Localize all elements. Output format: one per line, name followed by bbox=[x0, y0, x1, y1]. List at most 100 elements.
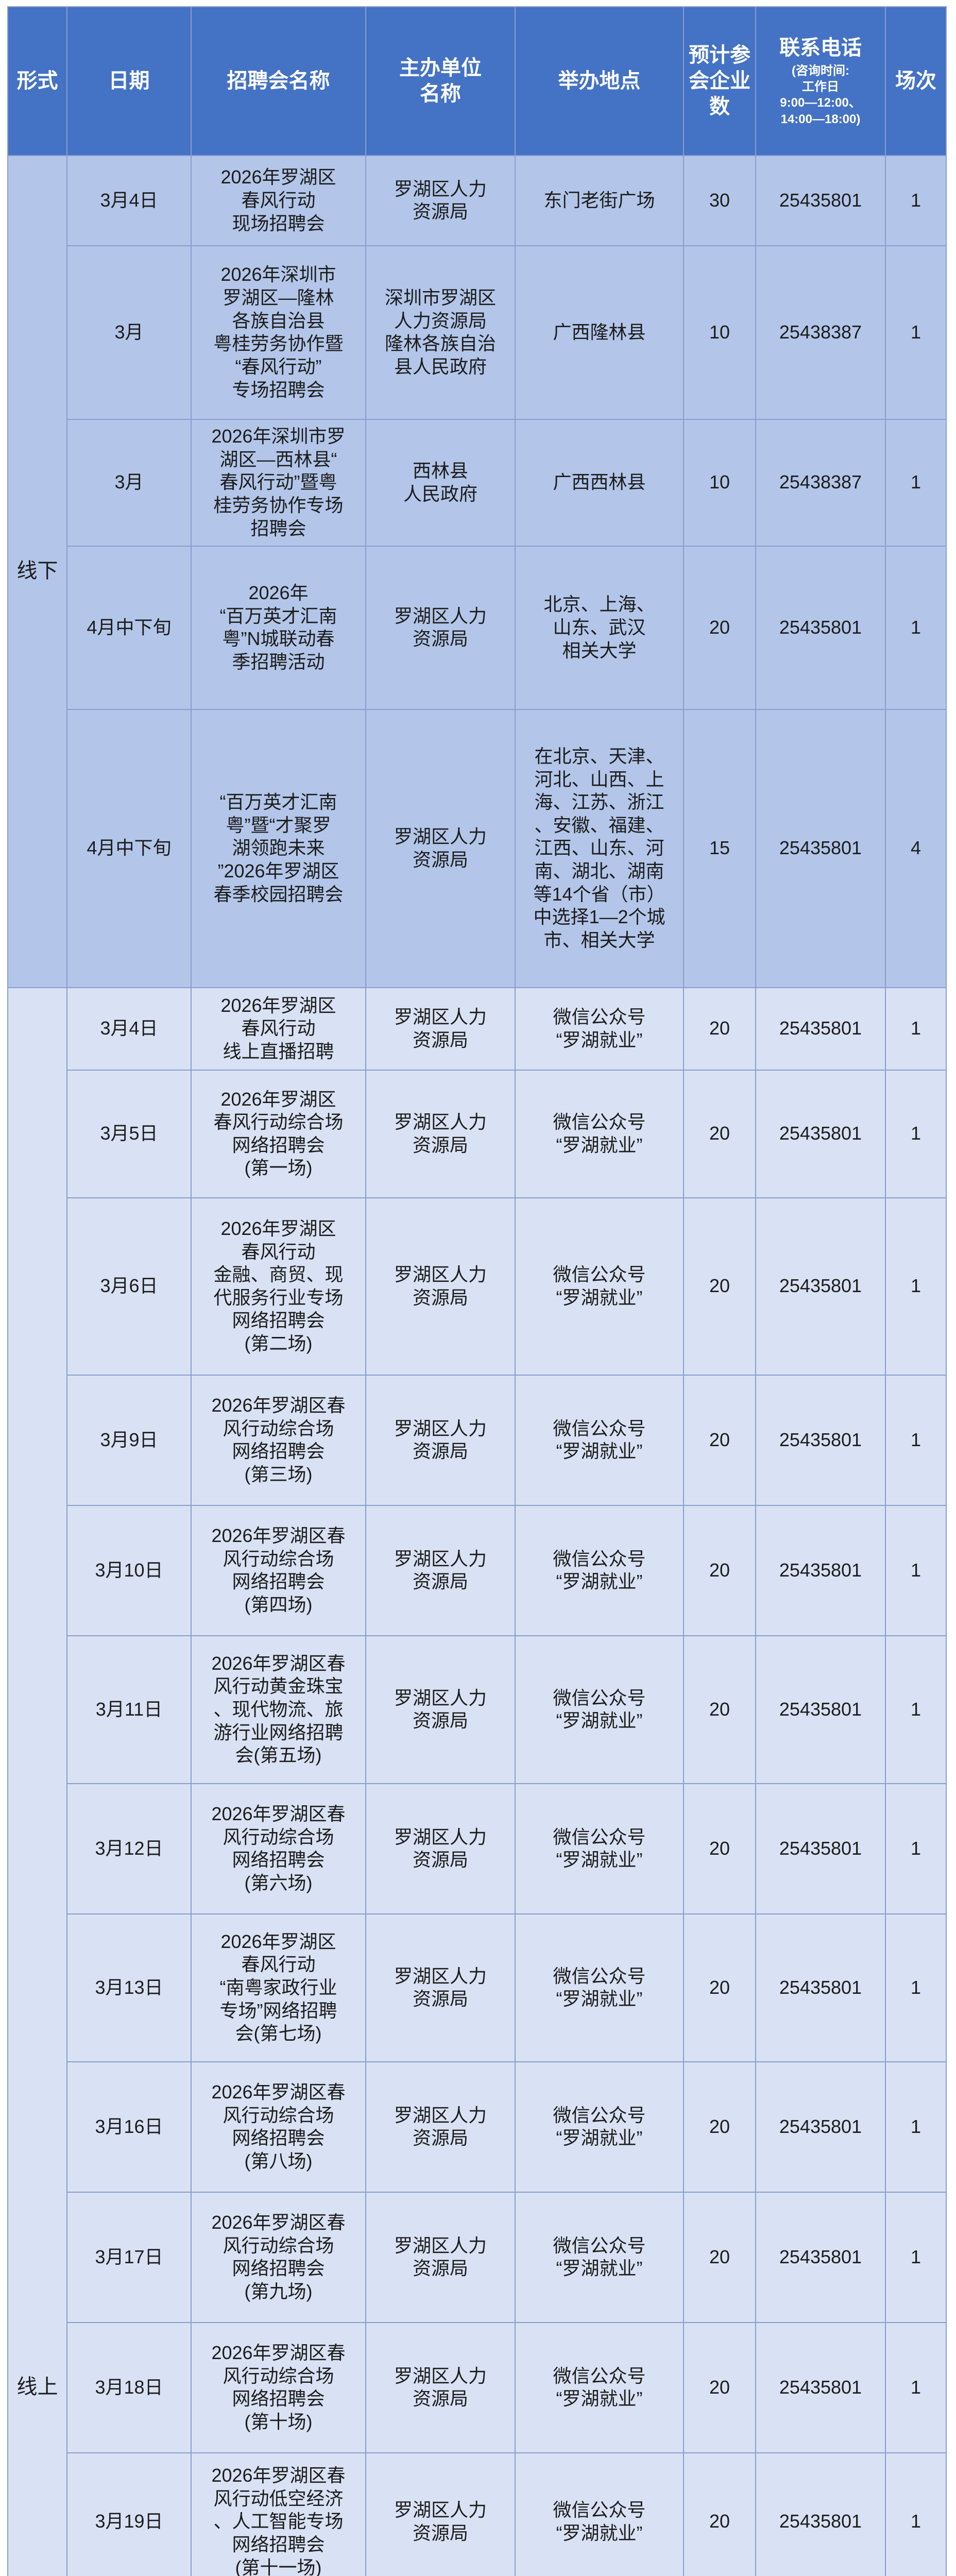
table-row: 3月6日 2026年罗湖区 春风行动 金融、商贸、现 代服务行业专场 网络招聘会 … bbox=[8, 1197, 947, 1376]
cell-name: 2026年深圳市 罗湖区—隆林 各族自治县 粤桂劳务协作暨 “春风行动” 专场招… bbox=[191, 245, 366, 420]
cell-organizer: 罗湖区人力 资源局 bbox=[365, 2452, 516, 2576]
cell-date: 3月 bbox=[66, 418, 192, 547]
cell-sessions: 1 bbox=[885, 1504, 947, 1636]
cell-companies: 20 bbox=[683, 2452, 756, 2576]
cell-organizer: 罗湖区人力 资源局 bbox=[365, 1504, 516, 1636]
cell-organizer: 西林县 人民政府 bbox=[365, 418, 516, 547]
cell-companies: 20 bbox=[683, 2191, 756, 2323]
cell-name: 2026年罗湖区 春风行动 线上直播招聘 bbox=[191, 987, 366, 1071]
table-row: 3月9日 2026年罗湖区春 风行动综合场 网络招聘会 (第三场) 罗湖区人力 资源… bbox=[8, 1374, 947, 1506]
cell-location: 东门老街广场 bbox=[515, 155, 684, 246]
cell-phone: 25435801 bbox=[755, 1197, 886, 1376]
table-row: 3月12日 2026年罗湖区春 风行动综合场 网络招聘会 (第六场) 罗湖区人力 资… bbox=[8, 1783, 947, 1914]
cell-date: 3月 bbox=[66, 245, 192, 420]
col-header-organizer: 主办单位 名称 bbox=[365, 6, 516, 156]
cell-organizer: 罗湖区人力 资源局 bbox=[365, 1197, 516, 1376]
cell-date: 3月16日 bbox=[66, 2061, 192, 2193]
cell-organizer: 罗湖区人力 资源局 bbox=[365, 155, 516, 246]
col-header-sessions: 场次 bbox=[885, 6, 947, 156]
cell-phone: 25435801 bbox=[755, 2061, 886, 2193]
cell-phone: 25435801 bbox=[755, 155, 886, 246]
cell-name: 2026年罗湖区春 风行动综合场 网络招聘会 (第九场) bbox=[191, 2191, 366, 2323]
table-row: 4月中下旬 “百万英才汇南 粤”暨“才聚罗 湖领跑未来 ”2026年罗湖区 春季校… bbox=[8, 708, 947, 988]
cell-location: 微信公众号 “罗湖就业” bbox=[515, 1374, 684, 1506]
cell-name: 2026年深圳市罗 湖区—西林县“ 春风行动”暨粤 桂劳务协作专场 招聘会 bbox=[191, 418, 366, 547]
cell-organizer: 罗湖区人力 资源局 bbox=[365, 2061, 516, 2193]
table-row: 3月19日 2026年罗湖区春 风行动低空经济 、人工智能专场 网络招聘会 (第十… bbox=[8, 2452, 947, 2576]
table-row: 3月11日 2026年罗湖区春 风行动黄金珠宝 、现代物流、旅 游行业网络招聘 会… bbox=[8, 1635, 947, 1784]
cell-sessions: 1 bbox=[885, 2321, 947, 2453]
cell-organizer: 深圳市罗湖区 人力资源局 隆林各族自治 县人民政府 bbox=[365, 245, 516, 420]
cell-companies: 20 bbox=[683, 1635, 756, 1784]
cell-phone: 25435801 bbox=[755, 1504, 886, 1636]
cell-name: 2026年罗湖区春 风行动综合场 网络招聘会 (第十场) bbox=[191, 2321, 366, 2453]
cell-organizer: 罗湖区人力 资源局 bbox=[365, 987, 516, 1071]
cell-date: 3月11日 bbox=[66, 1635, 192, 1784]
cell-companies: 10 bbox=[683, 245, 756, 420]
cell-companies: 15 bbox=[683, 708, 756, 988]
cell-companies: 30 bbox=[683, 155, 756, 246]
cell-phone: 25435801 bbox=[755, 1069, 886, 1198]
cell-name: 2026年罗湖区 春风行动综合场 网络招聘会 (第一场) bbox=[191, 1069, 366, 1198]
cell-companies: 20 bbox=[683, 1197, 756, 1376]
cell-organizer: 罗湖区人力 资源局 bbox=[365, 545, 516, 710]
cell-date: 3月9日 bbox=[66, 1374, 192, 1506]
cell-companies: 20 bbox=[683, 1504, 756, 1636]
cell-location: 微信公众号 “罗湖就业” bbox=[515, 987, 684, 1071]
cell-name: 2026年罗湖区春 风行动低空经济 、人工智能专场 网络招聘会 (第十一场) bbox=[191, 2452, 366, 2576]
col-header-companies: 预计参 会企业 数 bbox=[683, 6, 756, 156]
cell-companies: 20 bbox=[683, 1783, 756, 1914]
cell-phone: 25435801 bbox=[755, 1783, 886, 1914]
cell-companies: 20 bbox=[683, 1069, 756, 1198]
cell-companies: 20 bbox=[683, 1913, 756, 2062]
cell-organizer: 罗湖区人力 资源局 bbox=[365, 2321, 516, 2453]
cell-location: 微信公众号 “罗湖就业” bbox=[515, 1913, 684, 2062]
cell-location: 微信公众号 “罗湖就业” bbox=[515, 1635, 684, 1784]
cell-phone: 25435801 bbox=[755, 1913, 886, 2062]
cell-name: 2026年罗湖区春 风行动黄金珠宝 、现代物流、旅 游行业网络招聘 会(第五场) bbox=[191, 1635, 366, 1784]
cell-sessions: 1 bbox=[885, 1913, 947, 2062]
cell-sessions: 1 bbox=[885, 1635, 947, 1784]
cell-sessions: 1 bbox=[885, 245, 947, 420]
cell-phone: 25435801 bbox=[755, 2452, 886, 2576]
cell-date: 3月4日 bbox=[66, 155, 192, 246]
table-row: 3月13日 2026年罗湖区 春风行动 “南粤家政行业 专场”网络招聘 会(第七场… bbox=[8, 1913, 947, 2062]
col-header-location: 举办地点 bbox=[515, 6, 684, 156]
cell-date: 3月6日 bbox=[66, 1197, 192, 1376]
cell-location: 微信公众号 “罗湖就业” bbox=[515, 2321, 684, 2453]
cell-phone: 25435801 bbox=[755, 1635, 886, 1784]
cell-location: 微信公众号 “罗湖就业” bbox=[515, 1197, 684, 1376]
cell-location: 微信公众号 “罗湖就业” bbox=[515, 2452, 684, 2576]
cell-location: 微信公众号 “罗湖就业” bbox=[515, 2061, 684, 2193]
col-header-phone: 联系电话 (咨询时间: 工作日 9:00—12:00、 14:00—18:00) bbox=[755, 6, 886, 156]
cell-sessions: 1 bbox=[885, 987, 947, 1071]
cell-phone: 25435801 bbox=[755, 2321, 886, 2453]
cell-organizer: 罗湖区人力 资源局 bbox=[365, 708, 516, 988]
cell-location: 微信公众号 “罗湖就业” bbox=[515, 2191, 684, 2323]
table-row: 3月17日 2026年罗湖区春 风行动综合场 网络招聘会 (第九场) 罗湖区人力 资… bbox=[8, 2191, 947, 2323]
cell-date: 3月10日 bbox=[66, 1504, 192, 1636]
cell-sessions: 1 bbox=[885, 1374, 947, 1506]
cell-organizer: 罗湖区人力 资源局 bbox=[365, 1069, 516, 1198]
cell-name: 2026年罗湖区 春风行动 金融、商贸、现 代服务行业专场 网络招聘会 (第二场… bbox=[191, 1197, 366, 1376]
table-row: 3月 2026年深圳市 罗湖区—隆林 各族自治县 粤桂劳务协作暨 “春风行动” 专… bbox=[8, 245, 947, 420]
cell-companies: 20 bbox=[683, 2061, 756, 2193]
cell-name: 2026年罗湖区 春风行动 “南粤家政行业 专场”网络招聘 会(第七场) bbox=[191, 1913, 366, 2062]
cell-date: 3月4日 bbox=[66, 987, 192, 1071]
cell-date: 4月中下旬 bbox=[66, 708, 192, 988]
table-row: 3月10日 2026年罗湖区春 风行动综合场 网络招聘会 (第四场) 罗湖区人力 资… bbox=[8, 1504, 947, 1636]
table-row: 4月中下旬 2026年 “百万英才汇南 粤”N城联动春 季招聘活动 罗湖区人力 资源… bbox=[8, 545, 947, 710]
cell-sessions: 1 bbox=[885, 545, 947, 710]
cell-date: 4月中下旬 bbox=[66, 545, 192, 710]
table-row: 3月 2026年深圳市罗 湖区—西林县“ 春风行动”暨粤 桂劳务协作专场 招聘会西… bbox=[8, 418, 947, 547]
table-row: 3月18日 2026年罗湖区春 风行动综合场 网络招聘会 (第十场) 罗湖区人力 资… bbox=[8, 2321, 947, 2453]
cell-name: “百万英才汇南 粤”暨“才聚罗 湖领跑未来 ”2026年罗湖区 春季校园招聘会 bbox=[191, 708, 366, 988]
cell-sessions: 1 bbox=[885, 2191, 947, 2323]
section-form-online: 线上 bbox=[7, 987, 67, 2576]
cell-phone: 25435801 bbox=[755, 987, 886, 1071]
cell-location: 北京、上海、 山东、武汉 相关大学 bbox=[515, 545, 684, 710]
col-header-phone-label: 联系电话 bbox=[779, 37, 862, 59]
cell-organizer: 罗湖区人力 资源局 bbox=[365, 1783, 516, 1914]
cell-companies: 20 bbox=[683, 545, 756, 710]
cell-sessions: 1 bbox=[885, 1197, 947, 1376]
